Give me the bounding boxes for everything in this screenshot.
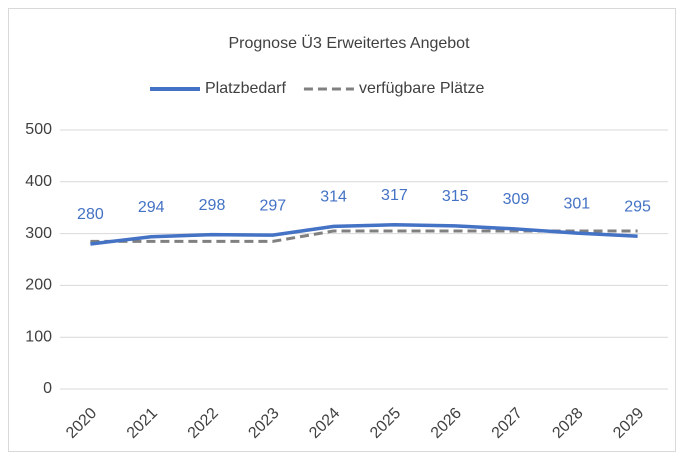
y-tick-label: 200 (25, 277, 52, 294)
data-label: 280 (77, 206, 104, 223)
y-tick-label: 300 (25, 225, 52, 242)
chart-title: Prognose Ü3 Erweitertes Angebot (228, 34, 470, 52)
y-tick-label: 100 (25, 328, 52, 345)
data-label: 314 (320, 189, 347, 206)
y-tick-label: 0 (43, 380, 52, 397)
data-label: 298 (199, 197, 226, 214)
y-tick-label: 500 (25, 121, 52, 138)
series-line (90, 223, 638, 246)
data-label: 317 (381, 187, 408, 204)
data-label: 294 (138, 199, 165, 216)
y-tick-label: 400 (25, 173, 52, 190)
data-label: 315 (442, 188, 469, 205)
data-label: 297 (259, 197, 286, 214)
legend-label: Platzbedarf (205, 80, 286, 97)
data-label: 295 (624, 198, 651, 215)
data-label: 309 (503, 191, 530, 208)
legend-label: verfügbare Plätze (359, 80, 485, 97)
data-label: 301 (563, 195, 590, 212)
